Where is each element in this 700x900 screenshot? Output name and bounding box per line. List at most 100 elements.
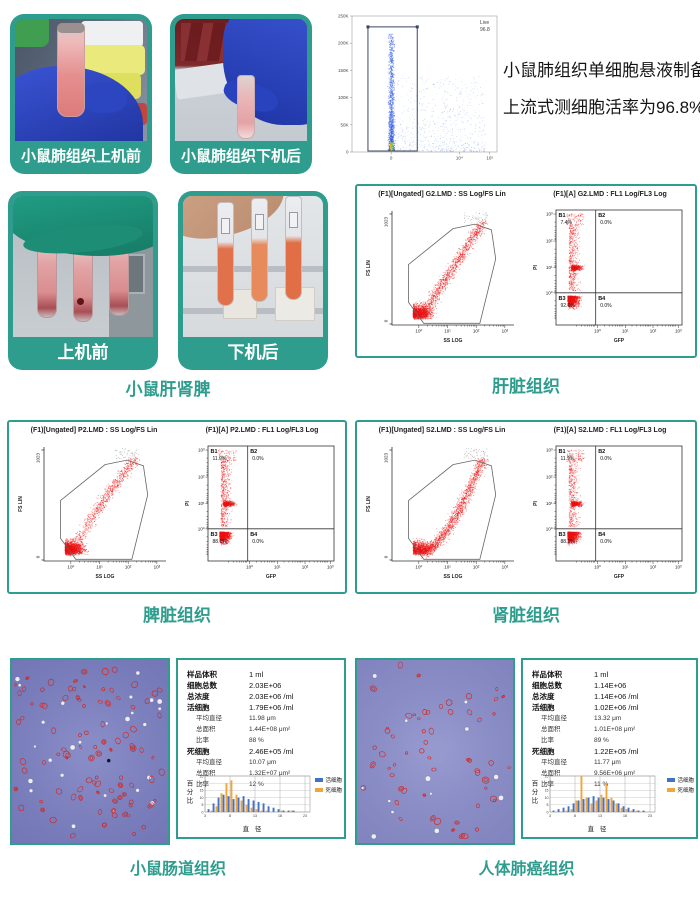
histogram-xlabel: 直 径 [242,826,264,833]
stat-value: 2.03E+06 [249,681,282,690]
stat-row: 平均直径 10.07 μm [187,757,340,768]
stat-value: 10.07 μm [249,759,277,766]
photo-caption: 下机后 [227,343,279,362]
stat-label: 样品体积 [532,670,562,679]
tube-label [255,214,264,230]
legend-item: 死细胞 [315,786,342,794]
spleen-pi-gfp-plot [180,440,340,587]
sample-tube [237,75,255,139]
kidney-ss-plot-title: (F1)[Ungated] S2.LMD : SS Log/FS Lin [378,427,506,434]
stat-value: 1 ml [249,670,264,679]
photo-card-mouse-lung-after: 小鼠肺组织下机后 [170,14,312,174]
stat-row: 细胞总数 2.03E+06 [187,680,340,691]
legend-swatch [667,788,676,792]
stat-label: 比率 [541,737,554,744]
caption-human-lung-cancer: 人体肺癌组织 [478,861,575,878]
flow-panel-spleen: (F1)[Ungated] P2.LMD : SS Log/FS Lin (F1… [7,420,347,594]
diameter-histogram-block: 百分比 直 径 活细胞死细胞 [181,772,342,834]
microscopy-image-lung-cancer [355,658,515,845]
stat-value: 1.01E+08 μm² [594,726,636,733]
stat-row: 比率 88 % [187,735,340,746]
legend-item: 活细胞 [667,776,694,784]
stat-row: 样品体积 1 ml [532,669,692,680]
photo-before-run [13,196,153,337]
stats-table: 样品体积 1 ml 细胞总数 1.14E+06 总浓度 1.14E+06 /ml 活细胞 1.… [532,669,692,790]
stat-label: 细胞总数 [187,681,217,690]
spleen-quad-plot-title: (F1)[A] P2.LMD : FL1 Log/FL3 Log [205,427,319,434]
kidney-quad-plot-title: (F1)[A] S2.LMD : FL1 Log/FL3 Log [553,427,667,434]
legend-item: 活细胞 [315,776,342,784]
stat-label: 平均直径 [196,759,222,766]
liver-pi-gfp-plot [528,204,688,351]
photo-caption: 小鼠肺组织下机后 [180,148,301,165]
stat-value: 11.98 μm [249,715,276,722]
intestine-micro-canvas [12,660,168,843]
note-line-2: 上流式测细胞活率为96.8% [503,98,700,117]
flow-panel-liver: (F1)[Ungated] G2.LMD : SS Log/FS Lin (F1… [355,184,697,358]
histogram-ylabel: 百分比 [185,780,192,806]
spleen-ss-fs-plot [14,440,172,587]
white-box [81,21,143,47]
caption-kidney-tissue: 肾脏组织 [492,606,560,625]
diameter-histogram-block: 百分比 直 径 活细胞死细胞 [526,772,694,834]
spleen-ss-plot-title: (F1)[Ungated] P2.LMD : SS Log/FS Lin [30,427,158,434]
legend-label: 活细胞 [325,778,342,784]
stat-label: 活细胞 [532,703,555,712]
stat-label: 死细胞 [187,747,210,756]
stat-row: 总面积 1.01E+08 μm² [532,724,692,735]
caption-liver-tissue: 肝脏组织 [492,377,560,396]
tube-cap [57,23,85,33]
photo-card-before-run: 上机前 [8,191,158,370]
cell-counter-report-lung: 样品体积 1 ml 细胞总数 1.14E+06 总浓度 1.14E+06 /ml 活细胞 1.… [521,658,698,839]
stat-row: 细胞总数 1.14E+06 [532,680,692,691]
histogram-legend: 活细胞死细胞 [315,776,342,796]
stat-row: 死细胞 1.22E+05 /ml [532,746,692,757]
legend-swatch [667,778,676,782]
histogram-xlabel: 直 径 [587,826,609,833]
photo-caption: 小鼠肺组织上机前 [20,148,141,165]
kidney-ss-fs-plot [362,440,520,587]
stat-label: 死细胞 [532,747,555,756]
photo-mouse-lung-after [175,19,307,141]
legend-label: 活细胞 [677,778,694,784]
cell-counter-report-intestine: 样品体积 1 ml 细胞总数 2.03E+06 总浓度 2.03E+06 /ml 活细胞 1.… [176,658,346,839]
liver-quad-plot-title: (F1)[A] G2.LMD : FL1 Log/FL3 Log [553,191,667,198]
legend-item: 死细胞 [667,786,694,794]
stat-row: 平均直径 11.98 μm [187,713,340,724]
glove-thumb [81,83,127,113]
stat-value: 88 % [249,737,264,744]
stat-value: 11.77 μm [594,759,621,766]
stat-label: 比率 [196,737,209,744]
stat-row: 活细胞 1.02E+06 /ml [532,702,692,713]
photo-mouse-lung-before [15,19,147,141]
stat-label: 总面积 [196,726,216,733]
stat-value: 2.03E+06 /ml [249,692,294,701]
stat-value: 1 ml [594,670,609,679]
caption-spleen-tissue: 脾脏组织 [143,606,211,625]
stat-row: 死细胞 2.46E+05 /ml [187,746,340,757]
stat-row: 总面积 1.44E+08 μm² [187,724,340,735]
stat-value: 2.46E+05 /ml [249,747,294,756]
legend-swatch [315,788,324,792]
photo-caption: 上机前 [57,343,109,362]
stat-label: 样品体积 [187,670,217,679]
stat-value: 1.22E+05 /ml [594,747,639,756]
stat-value: 1.79E+06 /ml [249,703,294,712]
microscopy-image-intestine [10,658,170,845]
group-caption-liver-kidney-spleen: 小鼠肝肾脾 [125,380,211,399]
stat-row: 活细胞 1.79E+06 /ml [187,702,340,713]
stat-value: 1.14E+06 [594,681,627,690]
viability-note: 小鼠肺组织单细胞悬液制备 上流式测细胞活率为96.8% [503,52,700,126]
stat-value: 1.14E+06 /ml [594,692,639,701]
liver-ss-plot-title: (F1)[Ungated] G2.LMD : SS Log/FS Lin [378,191,506,198]
intestine-histogram [194,772,312,822]
stat-label: 总浓度 [187,692,210,701]
lung-micro-canvas [357,660,513,843]
photo-card-mouse-lung-before: 小鼠肺组织上机前 [10,14,152,174]
histogram-ylabel: 百分比 [530,780,537,806]
stat-value: 1.02E+06 /ml [594,703,639,712]
legend-swatch [315,778,324,782]
tube-label [221,218,230,234]
kidney-pi-gfp-plot [528,440,688,587]
